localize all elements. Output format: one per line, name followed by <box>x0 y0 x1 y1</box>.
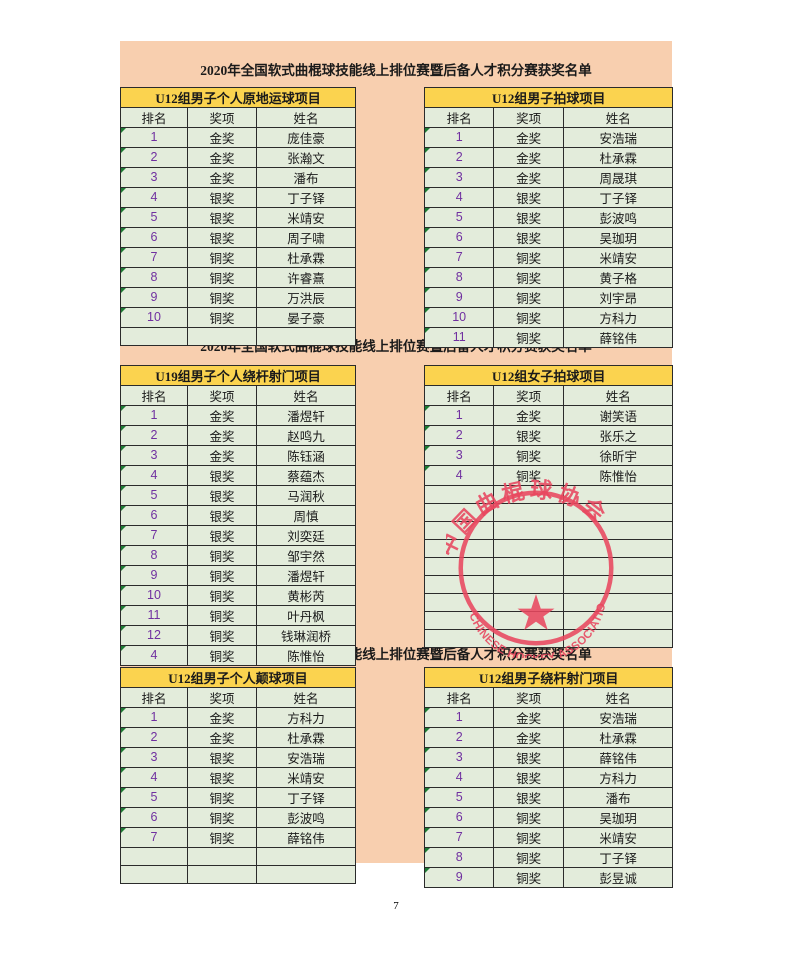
svg-text:中国曲棍球协会: 中国曲棍球协会 <box>446 478 614 561</box>
